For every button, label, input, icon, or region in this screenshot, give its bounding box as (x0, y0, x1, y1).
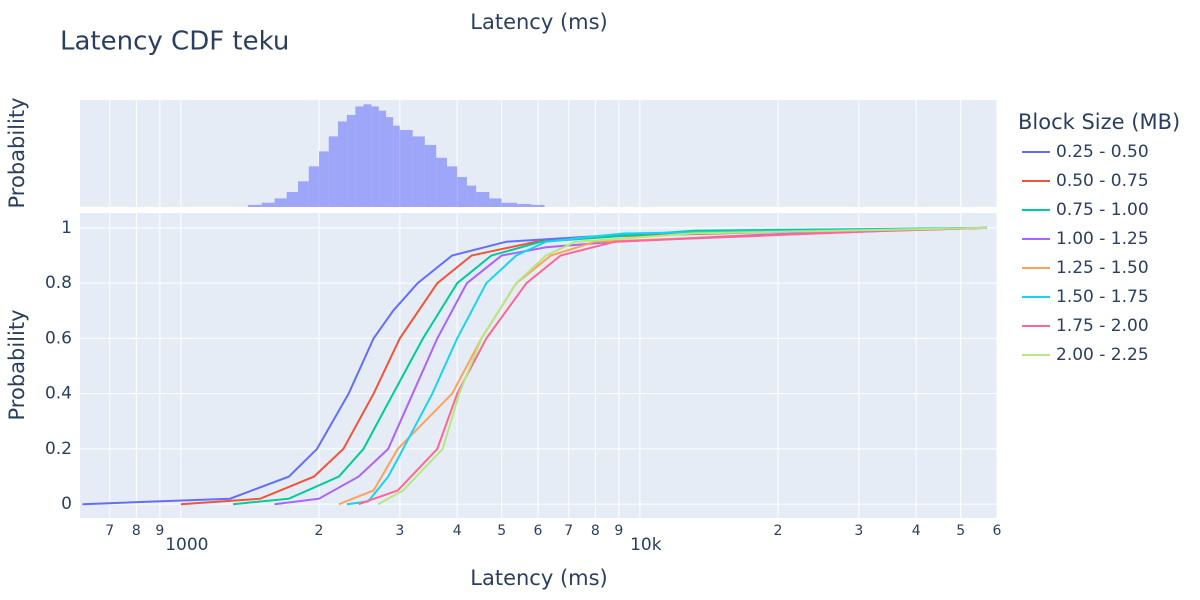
histogram-bar (261, 202, 275, 207)
x-tick-label: 5 (497, 523, 506, 539)
legend-label: 1.25 - 1.50 (1056, 258, 1149, 278)
histogram-bar (399, 129, 413, 207)
x-tick-label: 2 (315, 523, 324, 539)
histogram-bar (355, 106, 364, 207)
histogram-bar (412, 136, 425, 207)
histogram-bar (466, 185, 477, 207)
cdf-line (180, 226, 987, 506)
histogram-bar (328, 136, 339, 207)
x-tick-label: 6 (534, 523, 543, 539)
histogram-bar (393, 125, 400, 207)
histogram-bar (274, 198, 287, 207)
y-tick-label: 0.2 (45, 439, 72, 459)
chart-title: Latency CDF teku (60, 27, 289, 57)
cdf-line (377, 226, 987, 506)
x-tick-label: 8 (591, 523, 600, 539)
histogram-bar (247, 204, 262, 207)
x-tick-label: 5 (956, 523, 965, 539)
x-tick-label: 10k (630, 535, 662, 555)
histogram-bar (501, 202, 518, 207)
histogram-bar (531, 204, 545, 207)
y-tick-label: 0 (61, 494, 72, 514)
y-tick-label: 1 (61, 218, 72, 238)
x-tick-label: 6 (993, 523, 1002, 539)
x-tick-label: 8 (132, 523, 141, 539)
x-tick-label: 1000 (165, 535, 208, 555)
histogram-bar (338, 121, 347, 207)
histogram-bar (298, 181, 309, 207)
legend-label: 0.75 - 1.00 (1056, 200, 1149, 220)
x-tick-label: 7 (105, 523, 114, 539)
histogram-bar (378, 110, 387, 207)
x-tick-label: 2 (774, 523, 783, 539)
y-tick-label: 0.6 (45, 328, 72, 348)
legend-label: 0.50 - 0.75 (1056, 171, 1149, 191)
histogram-bar (446, 166, 458, 207)
histogram-bar (457, 177, 467, 207)
x-tick-label: 4 (453, 523, 462, 539)
histogram-bar (371, 106, 379, 207)
histogram-bar (424, 144, 437, 207)
cdf-line (233, 226, 987, 506)
x-tick-label: 3 (854, 523, 863, 539)
histogram-bar (363, 104, 372, 207)
legend-label: 2.00 - 2.25 (1056, 345, 1149, 365)
x-tick-label: 4 (912, 523, 921, 539)
histogram-bar (436, 157, 447, 207)
legend-title: Block Size (MB) (1018, 110, 1180, 134)
x-tick-label: 9 (155, 523, 164, 539)
y-tick-label: 0.4 (45, 384, 72, 404)
y-axis-title: Probability (5, 309, 29, 420)
y-tick-label: 0.8 (45, 273, 72, 293)
histogram-bar (517, 204, 532, 207)
x-tick-label: 7 (564, 523, 573, 539)
histogram-x-axis-title: Latency (ms) (470, 10, 607, 34)
histogram-bar (346, 114, 356, 207)
histogram-bar (476, 192, 490, 207)
x-tick-label: 9 (614, 523, 623, 539)
legend-label: 1.75 - 2.00 (1056, 316, 1149, 336)
cdf-line (346, 226, 987, 506)
histogram-bar (386, 117, 394, 207)
x-axis-title: Latency (ms) (470, 566, 607, 590)
histogram-bar (319, 151, 329, 207)
x-tick-label: 3 (395, 523, 404, 539)
legend-label: 1.50 - 1.75 (1056, 287, 1149, 307)
histogram-bar (286, 192, 299, 207)
histogram-bar (308, 166, 320, 207)
cdf-line (358, 226, 987, 506)
legend-label: 1.00 - 1.25 (1056, 229, 1149, 249)
legend-label: 0.25 - 0.50 (1056, 142, 1149, 162)
histogram-bar (489, 198, 502, 207)
histogram-y-axis-title: Probability (5, 97, 29, 208)
